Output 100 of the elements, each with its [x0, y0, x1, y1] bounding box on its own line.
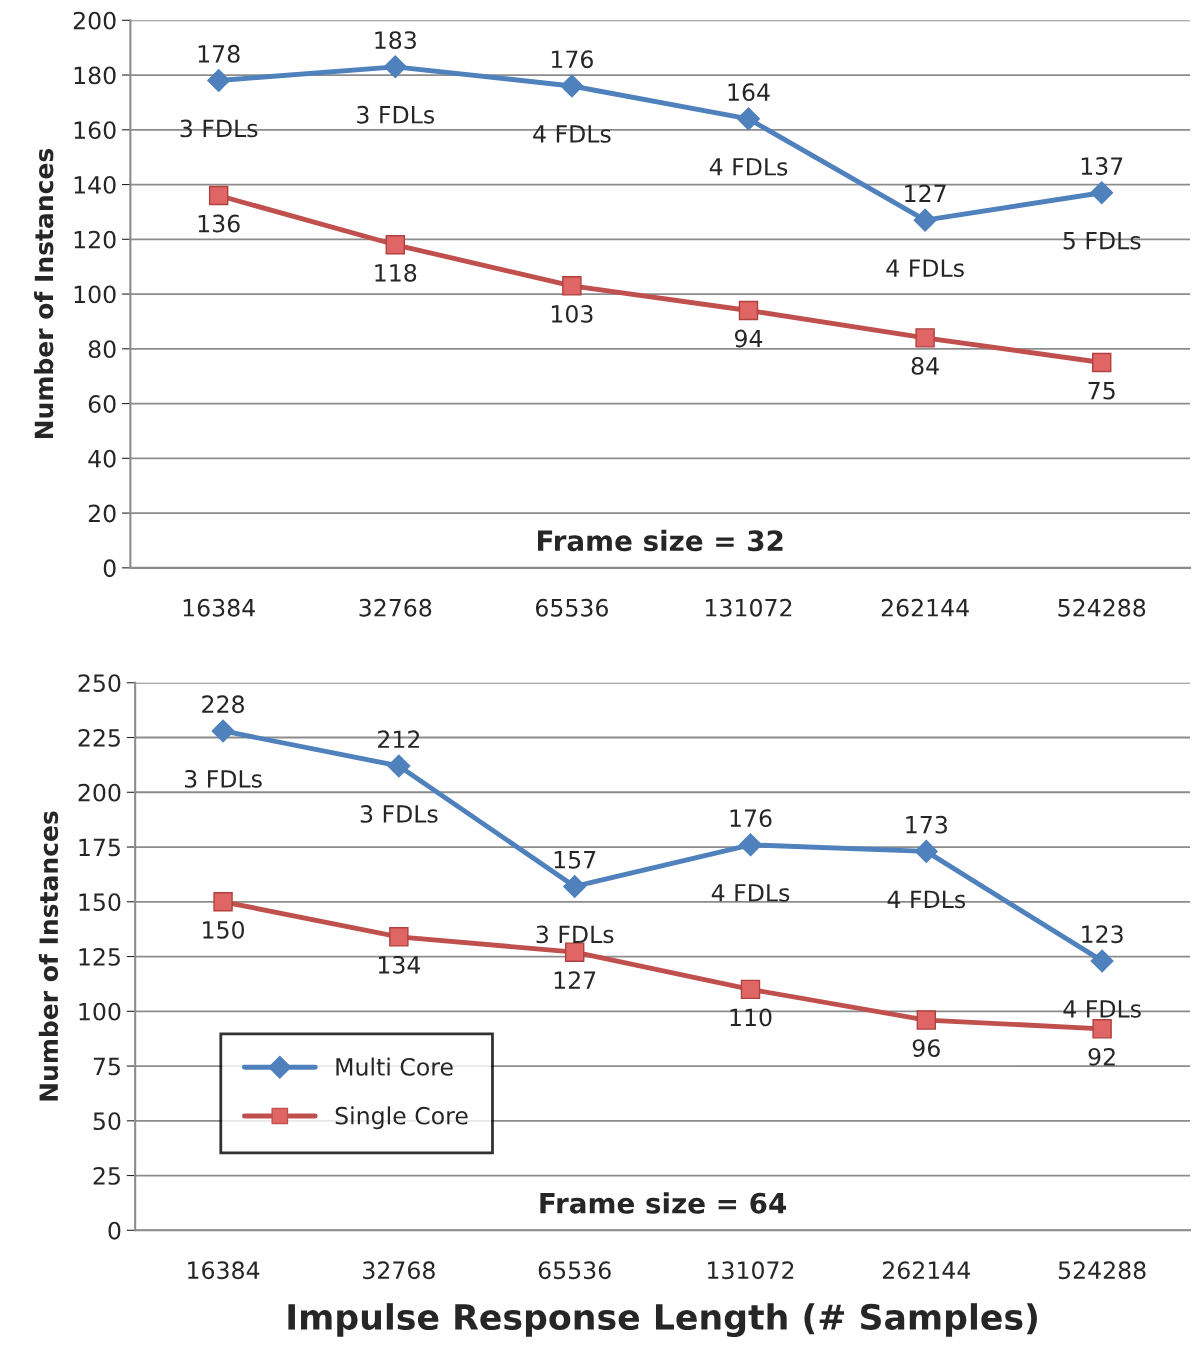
annotation: 3 FDLs [184, 769, 262, 788]
point [916, 1010, 937, 1030]
point [1092, 1019, 1112, 1039]
point [740, 979, 761, 1000]
x-tick-label: 524288 [1058, 598, 1146, 617]
annotation: 4 FDLs [711, 884, 790, 902]
y-tick-label: 140 [74, 175, 116, 194]
y-tick-label: 100 [74, 285, 116, 304]
y-tick-label: 60 [88, 395, 116, 413]
data-label: 183 [375, 31, 416, 50]
annotation: 4 FDLs [1063, 1000, 1141, 1018]
x-axis-title: Impulse Response Length (# Samples) [288, 1303, 1037, 1338]
data-label: 176 [730, 809, 772, 828]
annotation: Frame size = 32 [538, 529, 783, 552]
y-tick-label: 150 [79, 893, 121, 912]
y-tick-label: 125 [79, 947, 120, 966]
annotation: 3 FDLs [360, 804, 438, 823]
point [385, 235, 406, 255]
point [738, 300, 759, 321]
data-label: 94 [734, 329, 763, 348]
point [560, 74, 584, 98]
annotation: 3 FDLs [357, 105, 434, 124]
data-label: 150 [203, 920, 245, 939]
data-label: 92 [1088, 1047, 1115, 1066]
data-label: 96 [912, 1039, 940, 1058]
annotation: 4 FDLs [709, 158, 788, 176]
annotation: 4 FDLs [533, 125, 611, 143]
x-tick-label: 524288 [1058, 1261, 1146, 1280]
data-label: 134 [378, 955, 421, 974]
y-tick-label: 20 [88, 504, 116, 523]
data-label: 173 [906, 815, 947, 834]
point [738, 833, 762, 857]
y-tick-label: 200 [73, 11, 116, 30]
data-label: 127 [554, 971, 596, 989]
y-tick-label: 0 [108, 1221, 121, 1240]
point [211, 719, 235, 743]
point [207, 69, 231, 93]
annotation: 3 FDLs [536, 925, 614, 944]
y-tick-label: 120 [74, 230, 116, 249]
point [387, 754, 411, 778]
y-tick-label: 180 [74, 66, 116, 85]
x-tick-label: 16384 [188, 1261, 260, 1280]
point [563, 874, 587, 898]
point [1090, 181, 1114, 205]
data-label: 123 [1082, 925, 1123, 944]
annotation: 4 FDLs [887, 890, 966, 909]
y-tick-label: 100 [79, 1002, 121, 1021]
y-tick-label: 80 [88, 340, 116, 359]
point [915, 328, 935, 348]
y-tick-label: 75 [93, 1057, 120, 1076]
x-tick-label: 16384 [183, 598, 255, 617]
data-label: 164 [728, 83, 770, 102]
point [383, 55, 407, 79]
y-tick-label: 175 [79, 838, 120, 857]
point [914, 839, 938, 863]
x-tick-label: 262144 [881, 598, 969, 617]
point [213, 892, 233, 912]
point [913, 208, 937, 232]
x-tick-label: 65536 [535, 598, 608, 617]
data-label: 75 [1088, 381, 1115, 400]
y-tick-label: 40 [88, 449, 116, 468]
x-tick-label: 131072 [706, 598, 792, 617]
point [564, 942, 585, 962]
data-label: 176 [551, 50, 593, 69]
y-tick-label: 225 [78, 728, 120, 747]
point [1091, 352, 1112, 373]
legend-label: Multi Core [336, 1057, 453, 1076]
data-label: 137 [1081, 157, 1123, 175]
legend-label: Single Core [335, 1106, 468, 1130]
x-tick-label: 32768 [359, 598, 432, 617]
data-label: 157 [554, 851, 596, 869]
data-label: 127 [905, 184, 946, 203]
point [1090, 949, 1114, 973]
data-label: 228 [202, 695, 244, 714]
data-label: 212 [378, 730, 420, 748]
annotation: 3 FDLs [180, 119, 258, 138]
annotation: 5 FDLs [1063, 232, 1141, 250]
point [208, 185, 229, 206]
point [736, 107, 760, 131]
data-label: 110 [730, 1008, 772, 1027]
y-tick-label: 160 [74, 121, 116, 140]
annotation: Frame size = 64 [540, 1192, 787, 1214]
point [562, 276, 582, 296]
x-tick-label: 65536 [538, 1261, 611, 1280]
y-tick-label: 0 [103, 559, 116, 578]
x-tick-label: 262144 [882, 1261, 971, 1280]
y-tick-label: 50 [93, 1112, 121, 1131]
data-label: 84 [911, 356, 939, 375]
data-label: 178 [198, 44, 240, 63]
y-tick-label: 25 [93, 1167, 120, 1185]
data-label: 118 [375, 263, 417, 282]
x-tick-label: 131072 [708, 1261, 794, 1280]
y-tick-label: 250 [78, 674, 121, 693]
data-label: 103 [551, 304, 593, 323]
annotation: 4 FDLs [886, 259, 964, 277]
y-axis-title: Number of Instances [34, 148, 54, 439]
x-tick-label: 32768 [363, 1261, 435, 1280]
y-tick-label: 200 [78, 783, 121, 802]
data-label: 136 [198, 214, 240, 233]
point [389, 927, 409, 947]
